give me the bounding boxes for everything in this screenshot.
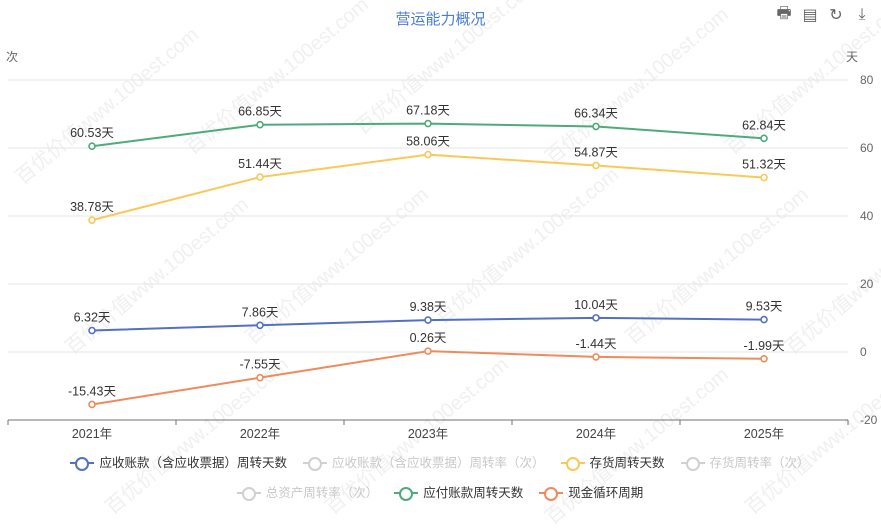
chart-title: 营运能力概况 bbox=[395, 11, 486, 28]
download-icon[interactable]: ⤓ bbox=[858, 6, 866, 23]
data-label: 62.84天 bbox=[742, 118, 786, 132]
right-axis-unit: 天 bbox=[846, 50, 859, 64]
legend-marker-icon bbox=[236, 486, 261, 501]
legend-item[interactable]: 存货周转天数 bbox=[560, 448, 665, 478]
data-label: -1.99天 bbox=[744, 339, 785, 353]
y-tick-label: 40 bbox=[860, 209, 874, 223]
data-point bbox=[760, 134, 768, 143]
data-point bbox=[592, 161, 600, 170]
legend: 应收账款（含应收票据）周转天数 应收账款（含应收票据）周转率（次） 存货周转天数 存货… bbox=[40, 448, 840, 508]
legend-item[interactable]: 应收账款（含应收票据）周转天数 bbox=[70, 448, 287, 478]
data-point bbox=[88, 216, 96, 224]
y-tick-label: 80 bbox=[860, 73, 874, 87]
data-view-icon[interactable]: ▤ bbox=[802, 7, 818, 24]
legend-marker-icon bbox=[302, 456, 327, 471]
legend-marker-icon bbox=[680, 456, 705, 471]
x-tick-label: 2025年 bbox=[744, 427, 784, 441]
x-tick-label: 2023年 bbox=[408, 427, 448, 441]
data-label: 0.26天 bbox=[410, 331, 447, 345]
data-point bbox=[760, 173, 768, 182]
legend-label: 存货周转天数 bbox=[589, 456, 665, 470]
legend-label: 存货周转率（次） bbox=[709, 456, 810, 470]
data-label: 60.53天 bbox=[70, 126, 114, 140]
data-point bbox=[760, 354, 768, 363]
data-point bbox=[424, 316, 432, 324]
y-tick-label: 0 bbox=[860, 345, 867, 359]
data-label: -7.55天 bbox=[240, 358, 281, 372]
legend-marker-icon bbox=[394, 486, 419, 501]
legend-label: 应收账款（含应收票据）周转天数 bbox=[99, 456, 287, 470]
x-tick-label: 2021年 bbox=[72, 427, 112, 441]
data-point bbox=[424, 347, 432, 355]
data-label: 38.78天 bbox=[70, 200, 114, 214]
data-point bbox=[760, 315, 768, 324]
data-label: 66.85天 bbox=[238, 105, 282, 119]
legend-label: 应付账款周转天数 bbox=[423, 486, 524, 500]
legend-item[interactable]: 应付账款周转天数 bbox=[394, 478, 523, 508]
y-tick-label: -20 bbox=[860, 413, 878, 427]
data-point bbox=[592, 314, 600, 322]
toolbar: 🖶 ▤ ↻ ⤓ bbox=[775, 4, 871, 25]
data-label: 10.04天 bbox=[574, 298, 618, 312]
data-point bbox=[424, 150, 432, 159]
legend-label: 现金循环周期 bbox=[568, 486, 644, 500]
data-label: 51.32天 bbox=[742, 158, 786, 172]
x-tick-label: 2024年 bbox=[576, 427, 616, 441]
data-point bbox=[256, 173, 264, 181]
data-label: 54.87天 bbox=[574, 145, 618, 159]
data-point bbox=[88, 142, 96, 150]
legend-label: 总资产周转率（次） bbox=[265, 486, 379, 500]
line-chart: 80 60 40 20 0 -20 2021年 2022年 2023年 2024年 2025年 6.3… bbox=[7, 73, 878, 441]
data-point bbox=[592, 122, 600, 131]
data-label: 9.53天 bbox=[746, 300, 783, 314]
data-label: -15.43天 bbox=[68, 384, 116, 398]
data-point bbox=[256, 321, 264, 330]
data-label: 66.34天 bbox=[574, 106, 618, 120]
legend-item[interactable]: 总资产周转率（次） bbox=[236, 478, 379, 508]
data-label: 9.38天 bbox=[410, 300, 447, 314]
print-icon[interactable]: 🖶 bbox=[776, 4, 792, 22]
legend-item[interactable]: 应收账款（含应收票据）周转率（次） bbox=[302, 448, 545, 478]
data-point bbox=[256, 373, 264, 382]
series-line bbox=[91, 350, 765, 406]
x-tick-label: 2022年 bbox=[240, 427, 280, 441]
data-label: 51.44天 bbox=[238, 157, 282, 171]
data-label: -1.44天 bbox=[576, 337, 617, 351]
legend-item[interactable]: 现金循环周期 bbox=[539, 478, 643, 508]
legend-marker-icon bbox=[560, 456, 585, 471]
data-point bbox=[88, 326, 96, 335]
data-label: 58.06天 bbox=[406, 135, 450, 149]
y-tick-label: 20 bbox=[860, 277, 874, 291]
legend-marker-icon bbox=[539, 486, 564, 501]
legend-marker-icon bbox=[70, 456, 95, 471]
data-label: 67.18天 bbox=[406, 104, 450, 118]
data-label: 6.32天 bbox=[74, 311, 111, 325]
data-point bbox=[424, 119, 432, 128]
data-point bbox=[592, 353, 600, 361]
left-axis-unit: 次 bbox=[6, 50, 19, 64]
y-tick-label: 60 bbox=[860, 141, 874, 155]
refresh-icon[interactable]: ↻ bbox=[829, 7, 843, 24]
legend-item[interactable]: 存货周转率（次） bbox=[680, 448, 810, 478]
data-point bbox=[88, 400, 96, 409]
data-label: 7.86天 bbox=[242, 305, 279, 319]
legend-label: 应收账款（含应收票据）周转率（次） bbox=[331, 456, 545, 470]
series-line bbox=[91, 153, 765, 222]
data-point bbox=[256, 120, 264, 129]
